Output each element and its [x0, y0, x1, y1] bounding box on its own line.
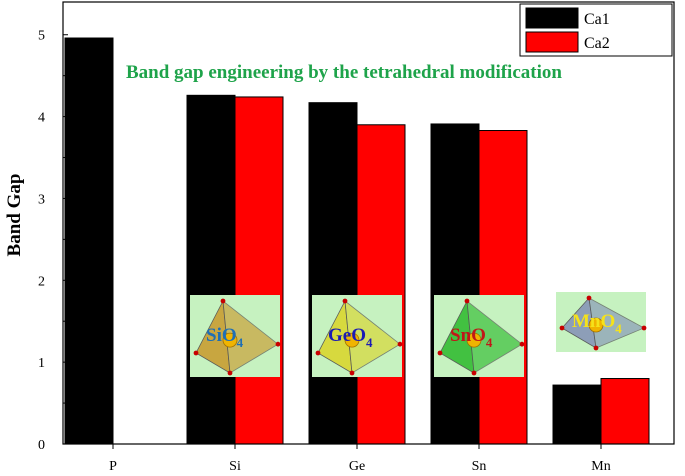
oxygen-atom — [220, 298, 226, 304]
legend-label-ca2: Ca2 — [584, 35, 610, 52]
y-tick-label: 4 — [38, 111, 45, 126]
y-axis-title: Band Gap — [4, 174, 25, 257]
oxygen-atom — [342, 298, 348, 304]
bar-ca1-si — [186, 94, 236, 445]
mno4-tetrahedron-icon — [559, 295, 647, 351]
oxygen-atom — [397, 341, 403, 347]
oxygen-atom — [641, 325, 647, 331]
inset-ge: GeO4 — [312, 295, 403, 377]
y-tick-label: 0 — [38, 438, 45, 453]
inset-label-subscript: 4 — [486, 335, 493, 350]
oxygen-atom — [227, 370, 233, 376]
x-tick-label: P — [109, 459, 117, 474]
inset-label: SnO4 — [450, 325, 493, 350]
bar-ca2-sn — [478, 130, 528, 445]
oxygen-atom — [471, 370, 477, 376]
inset-sn: SnO4 — [434, 295, 525, 377]
y-tick-label: 1 — [38, 356, 45, 371]
insets-layer: SiO4 GeO4 SnO4 MnO4 — [190, 292, 647, 377]
x-axis: P Si Ge Sn Mn — [109, 444, 611, 474]
legend-swatch-ca2 — [525, 31, 579, 53]
legend-swatch-ca1 — [525, 7, 579, 29]
plot-frame — [62, 1, 675, 445]
y-tick-label: 2 — [38, 274, 45, 289]
x-tick-label: Mn — [591, 459, 610, 474]
oxygen-atom — [464, 298, 470, 304]
x-tick-label: Sn — [472, 459, 487, 474]
oxygen-atom — [437, 350, 443, 356]
inset-label-subscript: 4 — [237, 335, 244, 350]
y-tick-label: 5 — [38, 29, 45, 44]
annotation-text: Band gap engineering by the tetrahedral … — [126, 62, 562, 83]
legend-label-ca1: Ca1 — [584, 11, 610, 28]
center-atom — [344, 332, 360, 348]
center-atom — [222, 332, 238, 348]
bar-ca2-mn — [600, 378, 650, 445]
oxygen-atom — [193, 350, 199, 356]
inset-mn: MnO4 — [556, 292, 647, 352]
oxygen-atom — [315, 350, 321, 356]
oxygen-atom — [349, 370, 355, 376]
bars-layer — [64, 37, 650, 445]
bar-ca1-ge — [308, 102, 358, 445]
inset-label-subscript: 4 — [615, 321, 622, 336]
sio4-tetrahedron-icon — [193, 298, 281, 376]
bar-ca1-mn — [552, 384, 602, 445]
center-atom — [588, 317, 604, 333]
x-tick-label: Ge — [349, 459, 365, 474]
oxygen-atom — [593, 345, 599, 351]
inset-si: SiO4 — [190, 295, 281, 377]
y-tick-label: 3 — [38, 192, 45, 207]
x-tick-label: Si — [229, 459, 241, 474]
center-atom — [466, 332, 482, 348]
bar-ca2-ge — [356, 124, 406, 445]
y-axis: 0 1 2 3 4 5 — [38, 29, 68, 453]
oxygen-atom — [275, 341, 281, 347]
inset-label-subscript: 4 — [366, 335, 373, 350]
bar-ca1-p — [64, 37, 114, 445]
bar-ca2-si — [234, 96, 284, 445]
oxygen-atom — [559, 325, 565, 331]
geo4-tetrahedron-icon — [315, 298, 403, 376]
inset-label: MnO4 — [572, 311, 622, 336]
sno4-tetrahedron-icon — [437, 298, 525, 376]
bar-ca1-sn — [430, 123, 480, 445]
oxygen-atom — [586, 295, 592, 301]
inset-label: GeO4 — [328, 325, 373, 350]
oxygen-atom — [519, 341, 525, 347]
